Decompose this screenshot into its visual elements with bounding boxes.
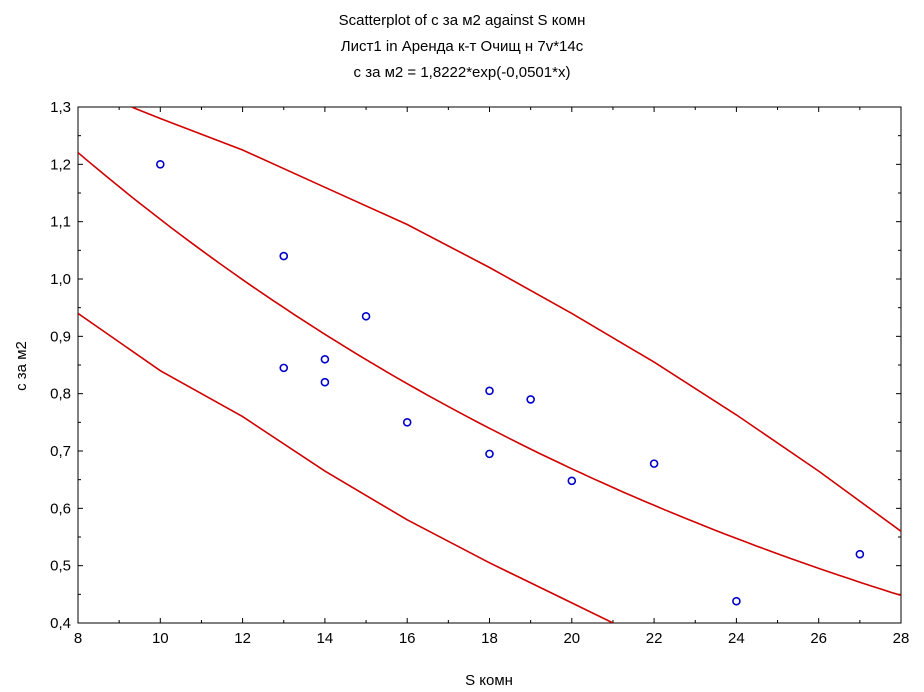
x-tick-label: 22: [646, 630, 663, 647]
y-tick-label: 0,5: [50, 558, 71, 575]
data-point: [156, 160, 165, 169]
x-tick-label: 18: [481, 630, 498, 647]
y-tick-label: 0,9: [50, 328, 71, 345]
chart-title: Scatterplot of с за м2 against S комн: [338, 12, 586, 29]
x-tick-label: 20: [563, 630, 580, 647]
data-point: [526, 395, 535, 404]
x-tick-label: 26: [810, 630, 827, 647]
y-tick-label: 0,4: [50, 615, 71, 632]
x-axis-title: S комн: [465, 672, 513, 689]
x-tick-label: 16: [399, 630, 416, 647]
data-point: [279, 363, 289, 373]
y-tick-label: 1,3: [50, 99, 71, 116]
plot-frame: [77, 106, 902, 624]
data-point: [485, 386, 494, 396]
data-point: [402, 418, 412, 427]
chart-titles: Scatterplot of с за м2 against S комн Ли…: [0, 8, 924, 86]
fit-curve: [78, 151, 901, 597]
upper-confidence-curve: [131, 107, 901, 532]
x-tick-label: 14: [317, 630, 334, 647]
y-tick-label: 1,1: [50, 214, 71, 231]
data-point: [279, 251, 289, 261]
chart-subtitle: Лист1 in Аренда к-т Очищ н 7v*14c: [340, 38, 584, 55]
data-point: [855, 549, 865, 559]
y-tick-label: 0,7: [50, 443, 71, 460]
x-tick-label: 8: [74, 630, 82, 647]
y-tick-label: 1,0: [50, 271, 71, 288]
data-point: [320, 354, 330, 364]
y-axis-title: с за м2: [13, 341, 30, 391]
y-tick-label: 1,2: [50, 156, 71, 173]
data-point: [485, 449, 494, 459]
data-point: [320, 377, 330, 387]
data-point: [649, 459, 659, 468]
x-tick-label: 28: [893, 630, 910, 647]
data-point: [567, 476, 577, 486]
y-tick-label: 0,8: [50, 386, 71, 403]
lower-confidence-curve: [78, 312, 614, 623]
x-tick-label: 10: [152, 630, 169, 647]
chart-equation: с за м2 = 1,8222*exp(-0,0501*x): [353, 64, 571, 81]
data-point: [361, 311, 371, 321]
x-tick-label: 12: [234, 630, 251, 647]
x-tick-label: 24: [728, 630, 745, 647]
y-tick-label: 0,6: [50, 500, 71, 517]
data-point: [732, 596, 741, 606]
